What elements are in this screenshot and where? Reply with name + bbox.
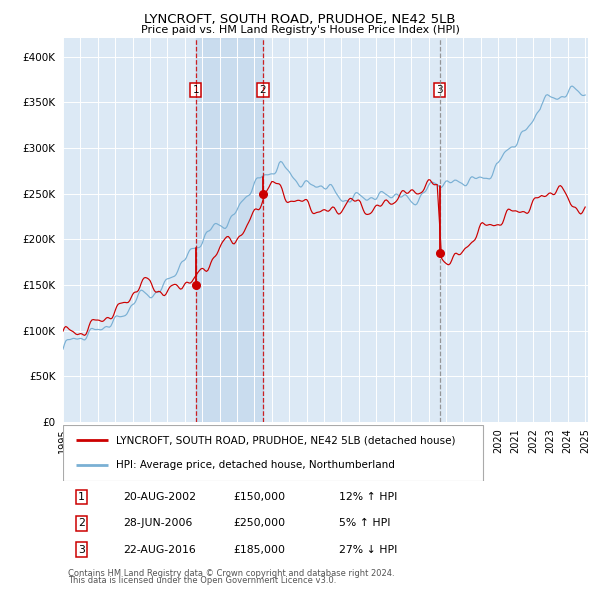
Text: 3: 3 [436, 85, 443, 95]
FancyBboxPatch shape [63, 425, 483, 481]
Text: 28-JUN-2006: 28-JUN-2006 [124, 519, 193, 529]
Text: £250,000: £250,000 [233, 519, 286, 529]
Text: Price paid vs. HM Land Registry's House Price Index (HPI): Price paid vs. HM Land Registry's House … [140, 25, 460, 35]
Bar [196, 38, 263, 422]
Text: HPI: Average price, detached house, Northumberland: HPI: Average price, detached house, Nort… [115, 460, 394, 470]
Text: 22-AUG-2016: 22-AUG-2016 [124, 545, 196, 555]
Text: 3: 3 [78, 545, 85, 555]
Text: 2: 2 [78, 519, 85, 529]
Text: 2: 2 [260, 85, 266, 95]
Text: 20-AUG-2002: 20-AUG-2002 [124, 492, 196, 502]
Text: 12% ↑ HPI: 12% ↑ HPI [338, 492, 397, 502]
Text: 27% ↓ HPI: 27% ↓ HPI [338, 545, 397, 555]
Text: 1: 1 [78, 492, 85, 502]
Text: 1: 1 [193, 85, 199, 95]
Text: £150,000: £150,000 [233, 492, 286, 502]
Text: LYNCROFT, SOUTH ROAD, PRUDHOE, NE42 5LB (detached house): LYNCROFT, SOUTH ROAD, PRUDHOE, NE42 5LB … [115, 435, 455, 445]
Text: 5% ↑ HPI: 5% ↑ HPI [338, 519, 390, 529]
Text: This data is licensed under the Open Government Licence v3.0.: This data is licensed under the Open Gov… [68, 576, 337, 585]
Text: Contains HM Land Registry data © Crown copyright and database right 2024.: Contains HM Land Registry data © Crown c… [68, 569, 395, 578]
Text: £185,000: £185,000 [233, 545, 286, 555]
Text: LYNCROFT, SOUTH ROAD, PRUDHOE, NE42 5LB: LYNCROFT, SOUTH ROAD, PRUDHOE, NE42 5LB [144, 13, 456, 26]
